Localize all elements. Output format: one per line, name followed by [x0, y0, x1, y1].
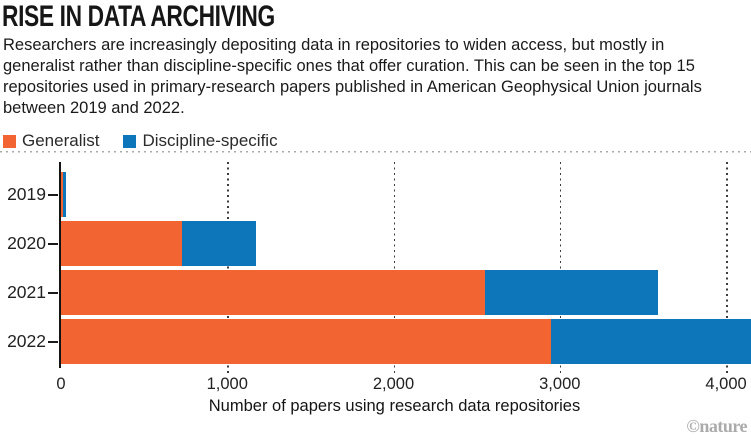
bar-chart: 2019 2020 2021 2022	[0, 162, 751, 373]
year-label-2022: 2022	[7, 331, 46, 351]
bar-row-2021	[61, 270, 751, 315]
bar-segment-discipline-specific-2022	[551, 319, 751, 364]
x-axis-tick-labels: 0 1,000 2,000 3,000 4,000	[56, 373, 751, 393]
y-tick-2019	[48, 193, 58, 196]
y-axis-line	[58, 162, 61, 368]
bar-segment-generalist-2019	[61, 172, 63, 217]
legend-item-discipline-specific: Discipline-specific	[123, 131, 278, 151]
plot-area	[61, 162, 751, 373]
bar-segment-discipline-specific-2020	[182, 221, 256, 266]
chart-subtitle: Researchers are increasingly depositing …	[3, 36, 702, 117]
gridline-4000	[726, 162, 728, 373]
bar-row-2022	[61, 319, 751, 364]
nature-credit: ©nature	[686, 416, 747, 436]
dotted-divider	[0, 151, 751, 153]
bar-segment-generalist-2022	[61, 319, 552, 364]
legend-label-discipline-specific: Discipline-specific	[142, 131, 278, 150]
x-tick-label-3000: 3,000	[539, 375, 581, 393]
bar-row-2020	[61, 221, 751, 266]
x-tick-label-4000: 4,000	[705, 375, 747, 393]
x-tick-label-0: 0	[56, 375, 66, 393]
bar-segment-discipline-specific-2019	[62, 172, 66, 217]
gridline-2000	[393, 162, 396, 373]
year-label-2021: 2021	[7, 282, 46, 302]
legend-item-generalist: Generalist	[3, 131, 99, 151]
x-axis-title: Number of papers using research data rep…	[208, 397, 581, 415]
year-label-2019: 2019	[7, 184, 46, 204]
bar-segment-generalist-2020	[61, 221, 183, 266]
bar-segment-generalist-2021	[61, 270, 485, 315]
y-tick-2020	[48, 242, 58, 245]
bar-segment-discipline-specific-2021	[484, 270, 658, 315]
y-tick-2022	[48, 340, 58, 343]
generalist-swatch-icon	[3, 134, 16, 148]
x-tick-label-1000: 1,000	[206, 375, 248, 393]
discipline-specific-swatch-icon	[123, 134, 137, 148]
chart-title: RISE IN DATA ARCHIVING	[2, 0, 275, 33]
year-label-2020: 2020	[7, 233, 46, 253]
x-tick-label-2000: 2,000	[372, 375, 415, 393]
gridline-3000	[559, 162, 562, 373]
gridline-1000	[227, 162, 229, 373]
y-tick-2021	[48, 291, 58, 294]
legend-label-generalist: Generalist	[22, 131, 100, 150]
bar-row-2019	[61, 172, 751, 217]
legend: Generalist Discipline-specific	[3, 131, 278, 151]
